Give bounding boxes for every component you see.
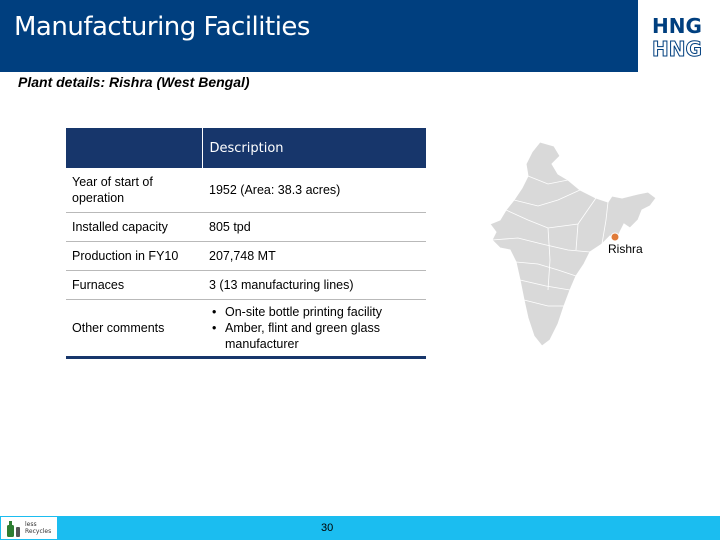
bottle-icon bbox=[7, 521, 20, 537]
india-map bbox=[489, 141, 657, 347]
logo-text-top: HNG bbox=[652, 14, 702, 38]
footer-logo: less Recycles bbox=[0, 516, 58, 540]
table-header-blank bbox=[66, 128, 203, 168]
table-header-description: Description bbox=[202, 128, 426, 168]
row-value: 1952 (Area: 38.3 acres) bbox=[202, 168, 426, 213]
row-label: Year of start of operation bbox=[66, 168, 202, 213]
row-label: Production in FY10 bbox=[66, 241, 202, 271]
plant-subtitle: Plant details: Rishra (West Bengal) bbox=[18, 74, 250, 90]
map-marker-label: Rishra bbox=[608, 242, 643, 256]
list-item: On-site bottle printing facility bbox=[209, 304, 420, 320]
header-bar: Manufacturing Facilities bbox=[0, 0, 638, 72]
row-value: 3 (13 manufacturing lines) bbox=[202, 270, 426, 300]
list-item: Amber, flint and green glass manufacture… bbox=[209, 320, 420, 352]
table-row: Year of start of operation 1952 (Area: 3… bbox=[66, 168, 426, 213]
row-label: Installed capacity bbox=[66, 212, 202, 242]
footer-bar bbox=[0, 516, 720, 540]
table-row: Installed capacity 805 tpd bbox=[66, 212, 426, 242]
table-row: Production in FY10 207,748 MT bbox=[66, 241, 426, 271]
row-value: On-site bottle printing facility Amber, … bbox=[202, 299, 426, 359]
row-value: 805 tpd bbox=[202, 212, 426, 242]
page-title: Manufacturing Facilities bbox=[14, 12, 310, 42]
plant-details-table: Description Year of start of operation 1… bbox=[66, 128, 426, 359]
footer-logo-line1: less bbox=[25, 521, 37, 528]
footer-logo-line2: Recycles bbox=[25, 528, 52, 535]
row-label: Furnaces bbox=[66, 270, 202, 300]
footer-logo-text: less Recycles bbox=[25, 521, 51, 535]
row-value: 207,748 MT bbox=[202, 241, 426, 271]
page-number: 30 bbox=[321, 522, 334, 534]
comments-list: On-site bottle printing facility Amber, … bbox=[209, 304, 420, 352]
table-header-row: Description bbox=[66, 128, 426, 168]
logo-text-bottom: HNG bbox=[652, 37, 702, 60]
rishra-marker bbox=[610, 232, 620, 242]
row-label: Other comments bbox=[66, 299, 202, 359]
table-row: Furnaces 3 (13 manufacturing lines) bbox=[66, 270, 426, 300]
table-row: Other comments On-site bottle printing f… bbox=[66, 299, 426, 359]
company-logo: HNG HNG bbox=[652, 14, 703, 60]
